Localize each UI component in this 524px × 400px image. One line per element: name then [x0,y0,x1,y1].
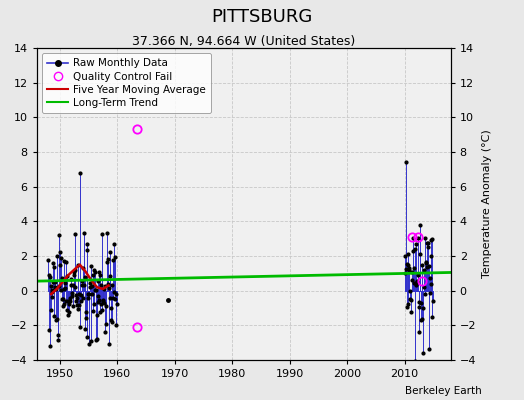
Text: PITTSBURG: PITTSBURG [211,8,313,26]
Title: 37.366 N, 94.664 W (United States): 37.366 N, 94.664 W (United States) [132,35,355,48]
Y-axis label: Temperature Anomaly (°C): Temperature Anomaly (°C) [482,130,492,278]
Text: Berkeley Earth: Berkeley Earth [406,386,482,396]
Legend: Raw Monthly Data, Quality Control Fail, Five Year Moving Average, Long-Term Tren: Raw Monthly Data, Quality Control Fail, … [42,53,211,113]
